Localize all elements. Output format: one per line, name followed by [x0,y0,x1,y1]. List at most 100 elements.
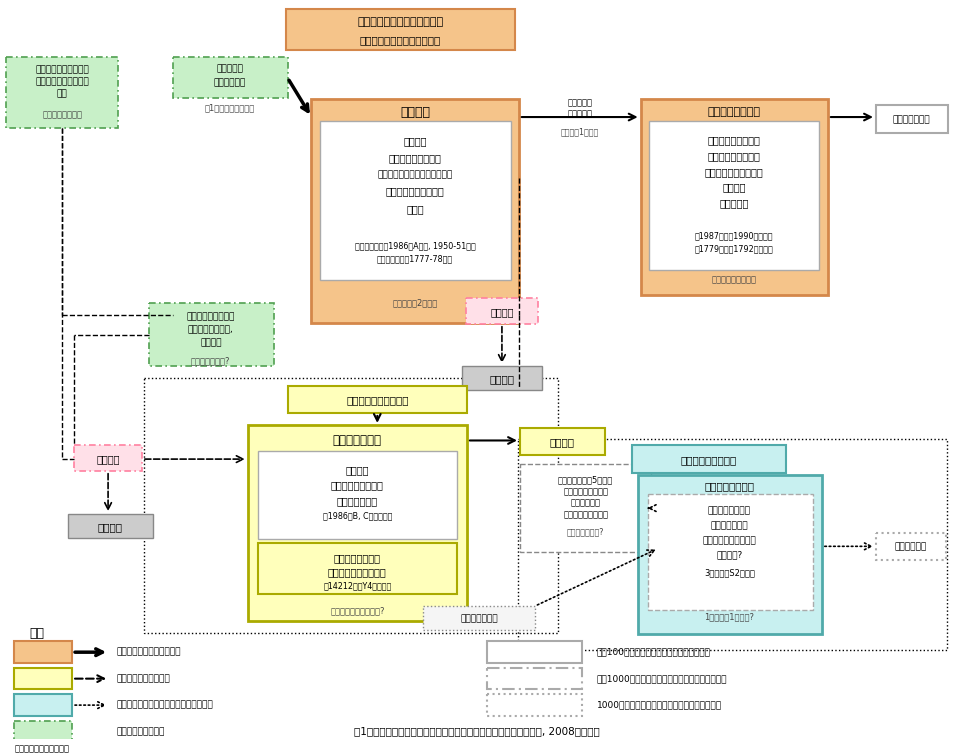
Bar [258,544,457,594]
Bar [68,514,153,538]
Text: 火砕サージ: 火砕サージ [719,198,749,209]
Text: 数日から1年程度: 数日から1年程度 [561,127,599,136]
Bar [311,99,519,323]
Bar [173,57,287,99]
Text: マグマ溜まりの収縮: マグマ溜まりの収縮 [563,511,608,520]
Text: 山頂部陥没・噴火: 山頂部陥没・噴火 [704,481,754,492]
Text: 可能性が最も高い噴火推移: 可能性が最も高い噴火推移 [117,648,180,657]
Text: 山頂部水蒸気爆発: 山頂部水蒸気爆発 [708,507,751,516]
Text: 数時間から数日?: 数時間から数日? [191,357,230,366]
Text: 現象: 現象 [57,89,68,98]
Text: 最近100年以内に発生事例がある噴火・現象: 最近100年以内に発生事例がある噴火・現象 [597,648,711,657]
Bar [487,642,582,663]
Text: 最近1000年以内に発生事例がある噴火および現象: 最近1000年以内に発生事例がある噴火および現象 [597,674,727,683]
Text: 地殻変動: 地殻変動 [200,338,222,347]
Text: 動、地殻変動: 動、地殻変動 [571,498,601,508]
Text: カルデラ形成: カルデラ形成 [895,543,927,552]
Bar [649,121,819,270]
Text: 可能性がある噴火推移: 可能性がある噴火推移 [117,674,170,683]
Bar [149,303,273,366]
Text: （中規模噴火は1986年A火口, 1950-51年）: （中規模噴火は1986年A火口, 1950-51年） [355,241,476,250]
Bar [520,464,651,552]
Text: 殻変動などの噴火前駆: 殻変動などの噴火前駆 [35,78,89,87]
Text: 岩塊投出・火山灰降下: 岩塊投出・火山灰降下 [702,536,756,545]
Text: マグマ後退期噴火: マグマ後退期噴火 [708,107,761,117]
Text: （中規模・大規模山頂噴火）: （中規模・大規模山頂噴火） [360,35,441,46]
Bar [462,366,541,391]
Bar [287,386,467,413]
Bar [14,642,73,663]
Text: 山頂噴火: 山頂噴火 [400,105,430,119]
Text: 山頂部地震: 山頂部地震 [567,110,592,119]
Text: 溶岩流: 溶岩流 [407,204,424,214]
Bar [641,99,828,295]
Text: 海域での地震活動,: 海域での地震活動, [188,325,234,334]
Text: 爆発的噴火・灰噴火: 爆発的噴火・灰噴火 [708,136,761,145]
Text: 数日から数ヶ月?: 数日から数ヶ月? [567,527,605,536]
Text: 数ヶ月から2年程度: 数ヶ月から2年程度 [393,299,437,308]
Text: マグマ水蒸気爆発: マグマ水蒸気爆発 [334,553,381,563]
Text: ストロンボリ式噴火: ストロンボリ式噴火 [389,153,441,163]
Text: スコリア・火山灰降下: スコリア・火山灰降下 [386,187,445,197]
Text: 溶岩噴泉: 溶岩噴泉 [346,465,369,475]
Text: 約1ヶ月から数時間前: 約1ヶ月から数時間前 [204,104,255,113]
Bar [144,378,558,633]
Text: 1ヶ月から1年程度?: 1ヶ月から1年程度? [704,612,754,621]
Bar [487,694,582,716]
Bar [518,440,946,651]
Text: 噴火終息: 噴火終息 [549,437,574,447]
Text: 数時間から数ヶ月程度?: 数時間から数ヶ月程度? [330,606,385,615]
Text: 連続微動など: 連続微動など [214,78,245,87]
Text: 1000年前以前に発生事例がある噴火および現象: 1000年前以前に発生事例がある噴火および現象 [597,700,722,709]
Text: 山腹割れ目噴火: 山腹割れ目噴火 [333,434,382,447]
Bar [423,606,535,630]
Bar [876,105,947,133]
Text: 噴出率低下: 噴出率低下 [567,99,592,108]
Text: 可能性は高くないが留意すべき噴火推移: 可能性は高くないが留意すべき噴火推移 [117,700,213,709]
Text: ストロンボリ式噴火: ストロンボリ式噴火 [331,480,384,490]
Text: ストロンボリ式噴火: ストロンボリ式噴火 [708,151,761,161]
Text: （1987年以降1990年まで）: （1987年以降1990年まで） [695,231,774,240]
Text: 山腹・山麓及び周辺: 山腹・山麓及び周辺 [186,312,235,322]
Bar [520,428,605,455]
Bar [14,668,73,690]
Text: カルデラ噴火ケース: カルデラ噴火ケース [680,455,736,465]
Bar [247,425,467,620]
Text: 想定される前駆現象: 想定される前駆現象 [117,727,164,736]
Text: 岩脈貫入: 岩脈貫入 [490,307,514,317]
Bar [14,721,73,742]
Bar [631,445,786,473]
Text: 図1．伊豆大島火山の噴火シナリオ（火山噴火予知連絡会伊豆部会, 2008による）: 図1．伊豆大島火山の噴火シナリオ（火山噴火予知連絡会伊豆部会, 2008による） [354,727,600,736]
Text: 地震、火山性微動、地: 地震、火山性微動、地 [35,66,89,75]
Text: 数年から十数年程度: 数年から十数年程度 [711,276,756,284]
Text: 域での顕著な地震活: 域での顕著な地震活 [563,487,608,496]
Text: （大規模噴火は1777-78年）: （大規模噴火は1777-78年） [377,255,454,264]
Text: 大規模岩脈貫入: 大規模岩脈貫入 [460,614,498,623]
Text: 山頂（中央火道）噴火ケース: 山頂（中央火道）噴火ケース [357,17,443,27]
Bar [286,9,515,50]
Text: 山腹割れ目噴火ケース: 山腹割れ目噴火ケース [346,395,409,405]
Text: （14212年（Y4）噴火）: （14212年（Y4）噴火） [323,581,392,590]
Bar [14,694,73,716]
Bar [876,532,945,560]
Bar [647,495,813,610]
Text: （）内は過去の発生事例: （）内は過去の発生事例 [14,745,70,753]
Text: 数年前から数日前: 数年前から数日前 [42,111,82,120]
Text: ブリニー式噴火（大規模噴火）: ブリニー式噴火（大規模噴火） [377,170,453,179]
Text: 火砕流・サージ: 火砕流・サージ [711,521,748,530]
Text: 凡例: 凡例 [30,627,44,640]
Text: 噴火なし: 噴火なし [97,522,122,532]
Text: 3世紀頃（S2）噴火: 3世紀頃（S2）噴火 [704,569,754,578]
Text: 竪坑状火孔再生: 竪坑状火孔再生 [893,115,930,124]
Bar [638,475,822,633]
Bar [74,445,142,471]
Bar [487,668,582,690]
Text: 山腹・山麓及び5周辺海: 山腹・山麓及び5周辺海 [558,475,613,484]
Bar [466,298,538,324]
Text: （1779年以降1792年まで）: （1779年以降1792年まで） [695,244,774,253]
Text: 岩塊投出: 岩塊投出 [723,183,746,193]
Text: 火口沈降・火山灰降下: 火口沈降・火山灰降下 [705,167,764,177]
Text: 山頂新噴気: 山頂新噴気 [216,65,244,74]
Text: 山体崩壊?: 山体崩壊? [716,550,742,559]
Text: 溶岩噴泉: 溶岩噴泉 [403,136,427,147]
